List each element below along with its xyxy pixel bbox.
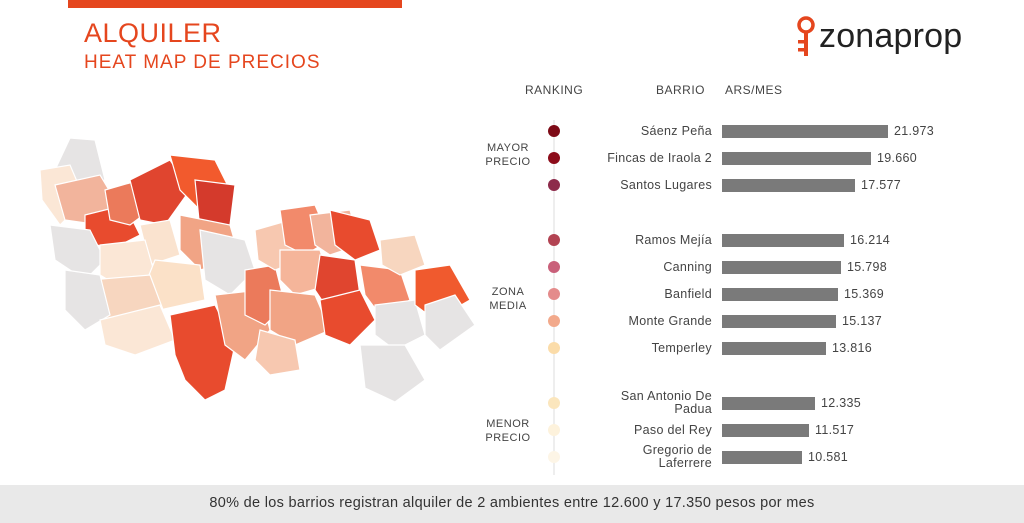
price-bar [722, 451, 802, 464]
page-title: ALQUILER [84, 18, 222, 48]
group-label-menor-precio: MENOR PRECIO [485, 418, 531, 444]
price-bar [722, 234, 844, 247]
rank-dot [548, 451, 560, 463]
barrio-label: Temperley [651, 340, 712, 355]
map-district [359, 344, 426, 403]
footer-note: 80% de los barrios registran alquiler de… [209, 495, 815, 511]
map-district [254, 329, 301, 376]
map-district [319, 289, 376, 346]
rank-dot [548, 125, 560, 137]
price-bar [722, 179, 855, 192]
price-value-label: 21.973 [894, 124, 935, 138]
page-subtitle: HEAT MAP DE PRECIOS [84, 52, 321, 73]
rank-dot [548, 234, 560, 246]
rank-dot [548, 179, 560, 191]
group-label-mayor-precio: MAYOR PRECIO [485, 142, 531, 168]
price-value-label: 16.214 [850, 233, 891, 247]
rank-dot [548, 424, 560, 436]
map-district [269, 289, 331, 346]
barrio-label: San Antonio De Padua [620, 389, 712, 416]
barrio-label: Sáenz Peña [640, 123, 712, 138]
rank-dot [548, 342, 560, 354]
map-district [424, 294, 476, 351]
price-value-label: 10.581 [808, 450, 849, 464]
map-district [64, 269, 111, 331]
barrio-label: Paso del Rey [634, 422, 712, 437]
top-accent-bar [68, 0, 402, 8]
price-value-label: 12.335 [821, 396, 862, 410]
price-value-label: 15.798 [847, 260, 888, 274]
rank-dot [548, 397, 560, 409]
price-bar [722, 288, 838, 301]
map-district [329, 209, 381, 261]
price-bar [722, 315, 836, 328]
price-bar [722, 261, 841, 274]
rank-dot [548, 315, 560, 327]
price-bar [722, 424, 809, 437]
barrio-label: Fincas de Iraola 2 [607, 150, 712, 165]
price-value-label: 15.369 [844, 287, 885, 301]
price-value-label: 17.577 [861, 178, 902, 192]
footer-bar: 80% de los barrios registran alquiler de… [0, 485, 1024, 523]
map-district [379, 234, 426, 276]
heat-map [39, 137, 476, 403]
logo-text: zonaprop [819, 17, 963, 55]
price-bar [722, 125, 888, 138]
map-district [99, 304, 176, 356]
price-value-label: 19.660 [877, 151, 918, 165]
barrio-header: BARRIO [656, 83, 706, 97]
barrio-label: Monte Grande [628, 313, 712, 328]
barrio-label: Canning [663, 259, 712, 274]
price-bar [722, 342, 826, 355]
key-icon [797, 16, 815, 56]
map-district [374, 299, 426, 351]
barrio-label: Ramos Mejía [635, 232, 712, 247]
rank-dot [548, 152, 560, 164]
barrio-label: Gregorio de Laferrere [642, 443, 712, 470]
barrio-label: Santos Lugares [620, 177, 712, 192]
price-value-label: 11.517 [815, 423, 855, 437]
price-header: ARS/MES [725, 83, 783, 97]
map-district [49, 224, 106, 281]
group-label-zona-media: ZONA MEDIA [489, 286, 527, 312]
price-value-label: 15.137 [842, 314, 883, 328]
rank-dot [548, 288, 560, 300]
zonaprop-logo: zonaprop [795, 14, 995, 60]
rank-dot [548, 261, 560, 273]
barrio-label: Banfield [664, 286, 712, 301]
map-district [199, 229, 256, 296]
price-bar [722, 152, 871, 165]
price-value-label: 13.816 [832, 341, 873, 355]
ranking-header: RANKING [525, 83, 584, 97]
price-bar [722, 397, 815, 410]
map-district [129, 159, 191, 226]
